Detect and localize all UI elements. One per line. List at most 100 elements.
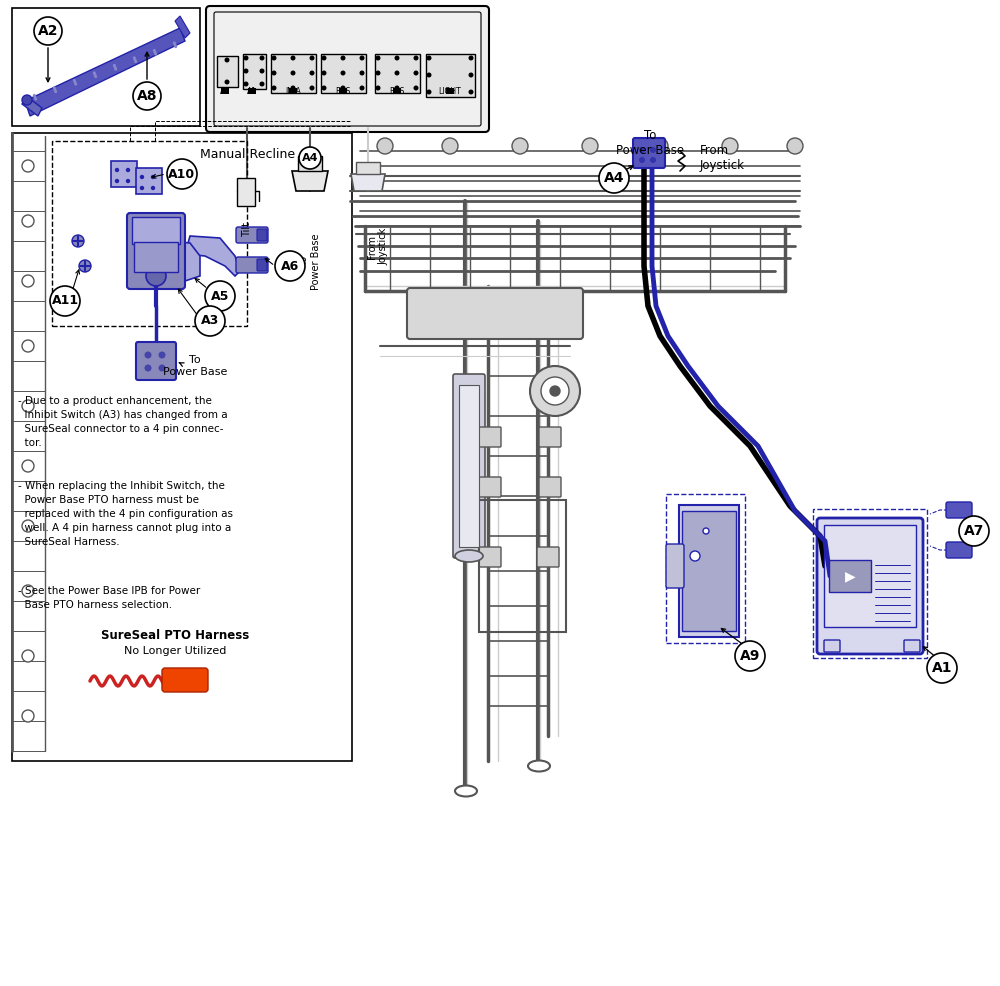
- FancyBboxPatch shape: [162, 668, 208, 692]
- FancyBboxPatch shape: [248, 88, 256, 94]
- Circle shape: [360, 55, 364, 60]
- Text: IN-A: IN-A: [285, 87, 301, 96]
- FancyBboxPatch shape: [666, 544, 684, 588]
- Text: Manual Recline: Manual Recline: [200, 148, 295, 161]
- FancyBboxPatch shape: [479, 427, 501, 447]
- Circle shape: [426, 73, 432, 78]
- Text: A1: A1: [932, 661, 952, 675]
- Circle shape: [340, 86, 346, 91]
- FancyBboxPatch shape: [537, 547, 559, 567]
- FancyBboxPatch shape: [459, 385, 479, 547]
- Circle shape: [512, 138, 528, 154]
- Circle shape: [650, 147, 656, 153]
- FancyBboxPatch shape: [374, 53, 420, 93]
- FancyBboxPatch shape: [136, 342, 176, 380]
- FancyBboxPatch shape: [236, 227, 268, 243]
- Circle shape: [244, 82, 248, 87]
- Circle shape: [272, 71, 276, 76]
- Circle shape: [244, 68, 248, 74]
- Circle shape: [376, 71, 380, 76]
- Circle shape: [322, 55, 326, 60]
- Circle shape: [154, 50, 156, 54]
- Text: A8: A8: [137, 89, 157, 103]
- Circle shape: [322, 86, 326, 91]
- Circle shape: [94, 75, 97, 78]
- Circle shape: [134, 60, 137, 63]
- Circle shape: [174, 43, 176, 46]
- Text: - When replacing the Inhibit Switch, the
  Power Base PTO harness must be
  repl: - When replacing the Inhibit Switch, the…: [18, 481, 233, 547]
- Circle shape: [224, 80, 230, 85]
- Circle shape: [167, 159, 197, 189]
- Circle shape: [260, 82, 264, 87]
- Circle shape: [722, 138, 738, 154]
- FancyBboxPatch shape: [236, 257, 268, 273]
- Circle shape: [652, 138, 668, 154]
- FancyBboxPatch shape: [289, 88, 297, 94]
- Circle shape: [703, 528, 709, 534]
- Circle shape: [140, 185, 144, 190]
- FancyBboxPatch shape: [393, 88, 401, 94]
- Circle shape: [144, 365, 152, 372]
- Text: LIGHT: LIGHT: [439, 87, 461, 96]
- Circle shape: [272, 86, 276, 91]
- Circle shape: [639, 147, 645, 153]
- Circle shape: [360, 71, 364, 76]
- Circle shape: [260, 55, 264, 60]
- Circle shape: [376, 86, 380, 91]
- Circle shape: [34, 96, 36, 99]
- FancyBboxPatch shape: [946, 502, 972, 518]
- Text: A4: A4: [302, 153, 318, 163]
- Circle shape: [174, 45, 177, 48]
- Text: A4: A4: [604, 171, 624, 185]
- Circle shape: [22, 95, 32, 105]
- Text: A7: A7: [964, 524, 984, 538]
- Circle shape: [126, 168, 130, 173]
- Circle shape: [113, 64, 116, 67]
- FancyBboxPatch shape: [12, 133, 352, 761]
- Circle shape: [54, 90, 57, 93]
- FancyBboxPatch shape: [132, 217, 180, 244]
- Circle shape: [134, 58, 136, 61]
- Text: A10: A10: [168, 168, 196, 180]
- Polygon shape: [185, 236, 240, 276]
- Circle shape: [205, 281, 235, 311]
- Circle shape: [927, 653, 957, 683]
- Circle shape: [290, 71, 296, 76]
- Circle shape: [34, 17, 62, 45]
- Circle shape: [50, 286, 80, 316]
- Circle shape: [126, 178, 130, 183]
- Text: BUS: BUS: [389, 87, 405, 96]
- Text: A5: A5: [211, 290, 229, 303]
- FancyBboxPatch shape: [136, 168, 162, 194]
- FancyBboxPatch shape: [407, 288, 583, 339]
- Circle shape: [151, 185, 155, 190]
- Circle shape: [275, 251, 305, 281]
- Circle shape: [310, 71, 314, 76]
- Text: ▶: ▶: [845, 569, 855, 583]
- Text: From
Joystick: From Joystick: [700, 144, 745, 172]
- Circle shape: [154, 52, 157, 55]
- Text: To
Power Base: To Power Base: [299, 233, 321, 290]
- Circle shape: [173, 41, 176, 44]
- Circle shape: [599, 163, 629, 193]
- FancyBboxPatch shape: [946, 542, 972, 558]
- Circle shape: [140, 175, 144, 179]
- Circle shape: [22, 215, 34, 227]
- Circle shape: [442, 138, 458, 154]
- Circle shape: [153, 49, 156, 52]
- Circle shape: [650, 157, 656, 163]
- Circle shape: [310, 55, 314, 60]
- Circle shape: [33, 94, 36, 97]
- Text: SureSeal PTO Harness: SureSeal PTO Harness: [101, 629, 249, 642]
- FancyBboxPatch shape: [479, 477, 501, 497]
- FancyBboxPatch shape: [356, 162, 380, 174]
- FancyBboxPatch shape: [829, 560, 871, 592]
- Text: - Due to a product enhancement, the
  Inhibit Switch (A3) has changed from a
  S: - Due to a product enhancement, the Inhi…: [18, 396, 228, 448]
- Polygon shape: [22, 96, 42, 116]
- Circle shape: [541, 377, 569, 405]
- Circle shape: [550, 386, 560, 396]
- Circle shape: [158, 351, 166, 359]
- FancyBboxPatch shape: [453, 374, 485, 558]
- Circle shape: [787, 138, 803, 154]
- Polygon shape: [162, 241, 200, 281]
